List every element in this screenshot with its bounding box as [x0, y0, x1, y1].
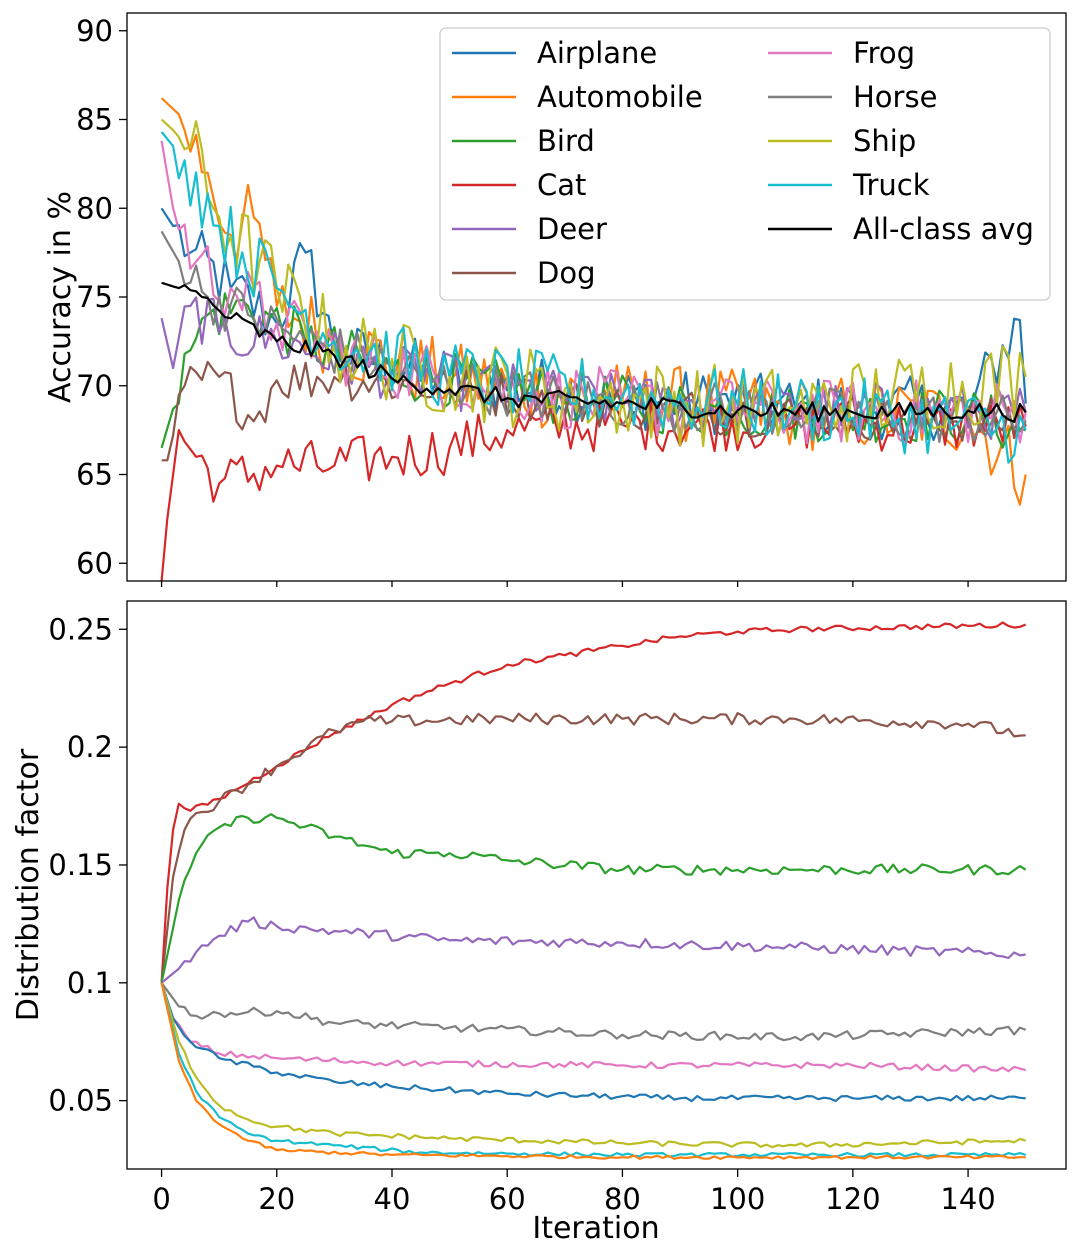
accuracy-y-tick-label: 90 — [76, 14, 113, 48]
distribution-y-axis-label: Distribution factor — [11, 748, 46, 1021]
accuracy-y-axis-label: Accuracy in % — [43, 191, 78, 403]
distribution-x-tick-label: 20 — [258, 1182, 295, 1216]
accuracy-series-cat — [160, 398, 1027, 581]
distribution-y-tick-label: 0.1 — [67, 966, 113, 1000]
accuracy-y-ticks: 60 65 70 75 80 85 90 — [76, 14, 969, 587]
accuracy-y-tick-label: 80 — [76, 191, 113, 225]
accuracy-series-group — [160, 97, 1027, 581]
legend-box — [439, 27, 1051, 301]
accuracy-y-tick-label: 75 — [76, 280, 113, 314]
legend-label-airplane: Airplane — [537, 36, 657, 70]
distribution-x-tick-label: 0 — [152, 1182, 170, 1216]
accuracy-series-deer — [160, 296, 1027, 440]
distribution-series-deer — [160, 916, 1026, 984]
accuracy-series-all-class-avg — [161, 281, 1027, 423]
legend-label-cat: Cat — [537, 168, 586, 202]
distribution-y-tick-label: 0.2 — [67, 730, 113, 764]
distribution-series-automobile — [160, 982, 1026, 1161]
distribution-series-ship — [160, 982, 1027, 1149]
distribution-series-bird — [160, 813, 1027, 984]
legend-label-automobile: Automobile — [537, 80, 703, 114]
legend-label-frog: Frog — [853, 36, 915, 70]
distribution-x-tick-label: 120 — [825, 1182, 880, 1216]
accuracy-series-truck — [160, 131, 1027, 464]
legend-label-ship: Ship — [853, 124, 916, 158]
distribution-x-tick-label: 40 — [374, 1182, 411, 1216]
accuracy-y-tick-label: 85 — [76, 103, 113, 137]
distribution-series-frog — [160, 982, 1026, 1073]
legend-label-all-class-avg: All-class avg — [853, 212, 1034, 246]
distribution-y-tick-label: 0.05 — [48, 1084, 113, 1118]
distribution-x-tick-label: 140 — [940, 1182, 995, 1216]
distribution-series-group — [160, 621, 1027, 1161]
accuracy-series-ship — [160, 118, 1027, 448]
legend-label-bird: Bird — [537, 124, 595, 158]
distribution-plot-frame — [126, 600, 1067, 1170]
distribution-series-truck — [160, 982, 1027, 1158]
distribution-panel: 0.05 0.1 0.15 0.2 0.25 0 20 40 60 80 100 120 140 Di… — [11, 600, 1067, 1246]
accuracy-y-tick-label: 65 — [76, 458, 113, 492]
distribution-x-tick-label: 80 — [604, 1182, 641, 1216]
accuracy-y-tick-label: 60 — [76, 546, 113, 580]
x-axis-label: Iteration — [532, 1211, 659, 1246]
distribution-x-ticks: 0 20 40 60 80 100 120 140 — [152, 1169, 996, 1216]
accuracy-panel: 60 65 70 75 80 85 90 Accuracy in % Airplane Aut… — [43, 12, 1067, 587]
legend-label-truck: Truck — [852, 168, 930, 202]
legend-label-deer: Deer — [537, 212, 607, 246]
legend-entries: Airplane Automobile Bird Cat Deer Dog Frog Hors… — [452, 36, 1034, 290]
distribution-y-tick-label: 0.25 — [48, 612, 113, 646]
distribution-series-horse — [160, 982, 1027, 1042]
distribution-x-tick-label: 100 — [710, 1182, 765, 1216]
distribution-x-tick-label: 60 — [489, 1182, 526, 1216]
distribution-series-airplane — [160, 982, 1026, 1103]
legend-label-horse: Horse — [853, 80, 937, 114]
accuracy-y-tick-label: 70 — [76, 369, 113, 403]
distribution-y-tick-label: 0.15 — [48, 848, 113, 882]
legend-label-dog: Dog — [537, 256, 595, 290]
distribution-y-ticks: 0.05 0.1 0.15 0.2 0.25 — [48, 612, 127, 1118]
legend: Airplane Automobile Bird Cat Deer Dog Frog Hors… — [439, 27, 1051, 301]
distribution-series-dog — [160, 711, 1026, 983]
